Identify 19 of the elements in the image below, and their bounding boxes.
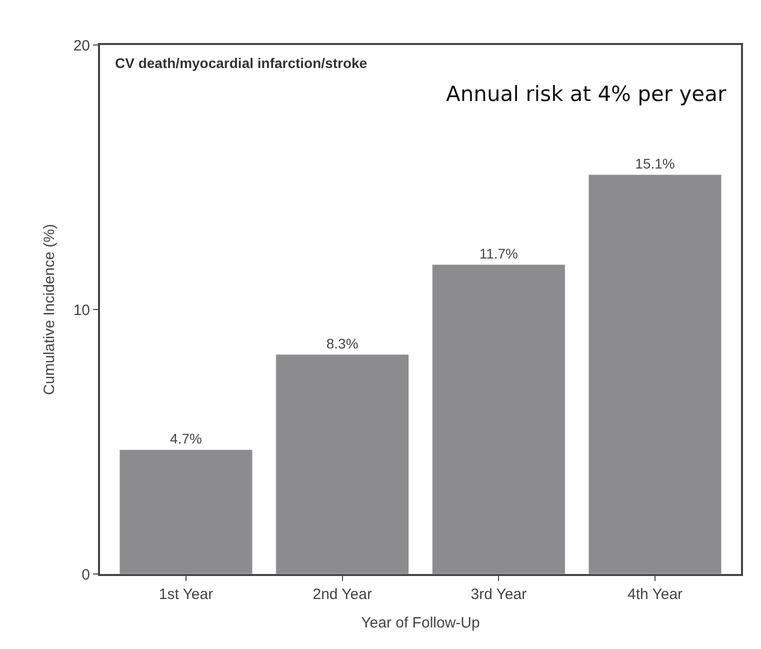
data-label: 11.7% [479,246,518,262]
data-label: 15.1% [635,156,675,172]
x-tick-label: 3rd Year [470,586,527,603]
x-tick-label: 1st Year [158,586,214,603]
bar [432,264,566,574]
data-label: 8.3% [326,335,358,352]
text: CV death/myocardial infarction/stroke [115,55,368,71]
annotation: Annual risk at 4% per year [446,82,726,106]
x-axis-title: Year of Follow-Up [361,614,480,632]
data-label: 4.7% [170,430,202,447]
bar [588,174,722,574]
y-axis-title: Cumulative Incidence (%) [41,224,58,395]
bar [276,354,410,574]
y-tick-label: 20 [73,37,90,54]
bar [119,449,253,574]
x-tick-label: 4th Year [627,586,683,603]
y-tick-label: 10 [73,302,90,319]
y-tick-label: 0 [82,566,90,584]
x-tick-label: 2nd Year [312,586,372,603]
